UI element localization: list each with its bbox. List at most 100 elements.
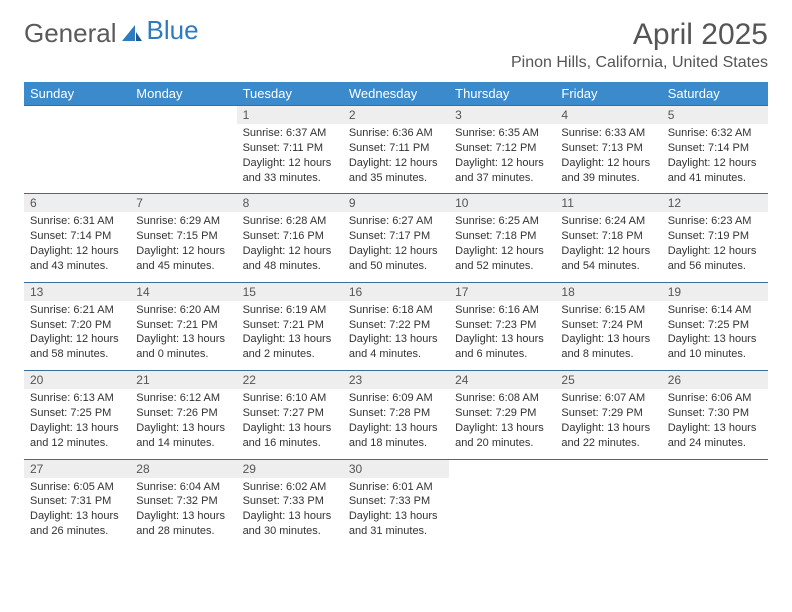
day-detail-cell: Sunrise: 6:16 AMSunset: 7:23 PMDaylight:… (449, 301, 555, 371)
day-number-row: 20212223242526 (24, 371, 768, 390)
daylight-line-2: and 28 minutes. (136, 524, 230, 539)
daylight-line-2: and 18 minutes. (349, 436, 443, 451)
day-number-cell: 10 (449, 194, 555, 213)
daylight-line-1: Daylight: 13 hours (136, 509, 230, 524)
sunset-line: Sunset: 7:33 PM (243, 494, 337, 509)
day-detail-cell: Sunrise: 6:19 AMSunset: 7:21 PMDaylight:… (237, 301, 343, 371)
daylight-line-1: Daylight: 12 hours (455, 156, 549, 171)
daylight-line-2: and 8 minutes. (561, 347, 655, 362)
brand-part2: Blue (147, 15, 199, 46)
day-detail-cell: Sunrise: 6:07 AMSunset: 7:29 PMDaylight:… (555, 389, 661, 459)
sunset-line: Sunset: 7:21 PM (243, 318, 337, 333)
daylight-line-2: and 50 minutes. (349, 259, 443, 274)
daylight-line-1: Daylight: 13 hours (561, 421, 655, 436)
day-number-cell: 13 (24, 282, 130, 301)
day-number-cell: 9 (343, 194, 449, 213)
day-number-cell: 21 (130, 371, 236, 390)
daylight-line-1: Daylight: 13 hours (136, 332, 230, 347)
sunrise-line: Sunrise: 6:06 AM (668, 391, 762, 406)
day-number-row: 12345 (24, 106, 768, 125)
day-detail-cell: Sunrise: 6:21 AMSunset: 7:20 PMDaylight:… (24, 301, 130, 371)
daylight-line-1: Daylight: 12 hours (243, 156, 337, 171)
sunrise-line: Sunrise: 6:15 AM (561, 303, 655, 318)
day-number-cell: 15 (237, 282, 343, 301)
daylight-line-1: Daylight: 12 hours (30, 244, 124, 259)
daylight-line-2: and 39 minutes. (561, 171, 655, 186)
daylight-line-1: Daylight: 12 hours (349, 244, 443, 259)
sunset-line: Sunset: 7:19 PM (668, 229, 762, 244)
daylight-line-1: Daylight: 13 hours (668, 332, 762, 347)
daylight-line-2: and 54 minutes. (561, 259, 655, 274)
weekday-header: Tuesday (237, 82, 343, 106)
weekday-header-row: SundayMondayTuesdayWednesdayThursdayFrid… (24, 82, 768, 106)
sunrise-line: Sunrise: 6:05 AM (30, 480, 124, 495)
sunset-line: Sunset: 7:30 PM (668, 406, 762, 421)
sunrise-line: Sunrise: 6:10 AM (243, 391, 337, 406)
sunset-line: Sunset: 7:28 PM (349, 406, 443, 421)
day-detail-cell: Sunrise: 6:35 AMSunset: 7:12 PMDaylight:… (449, 124, 555, 194)
location-subtitle: Pinon Hills, California, United States (511, 54, 768, 72)
sunrise-line: Sunrise: 6:08 AM (455, 391, 549, 406)
sunset-line: Sunset: 7:32 PM (136, 494, 230, 509)
day-number-cell: 12 (662, 194, 768, 213)
daylight-line-1: Daylight: 13 hours (243, 509, 337, 524)
day-number-row: 27282930 (24, 459, 768, 478)
daylight-line-2: and 31 minutes. (349, 524, 443, 539)
day-number-cell: 18 (555, 282, 661, 301)
daylight-line-2: and 6 minutes. (455, 347, 549, 362)
sunrise-line: Sunrise: 6:01 AM (349, 480, 443, 495)
day-detail-cell: Sunrise: 6:13 AMSunset: 7:25 PMDaylight:… (24, 389, 130, 459)
day-number-cell: 7 (130, 194, 236, 213)
day-detail-cell: Sunrise: 6:05 AMSunset: 7:31 PMDaylight:… (24, 478, 130, 547)
day-detail-cell: Sunrise: 6:02 AMSunset: 7:33 PMDaylight:… (237, 478, 343, 547)
daylight-line-2: and 58 minutes. (30, 347, 124, 362)
weekday-header: Wednesday (343, 82, 449, 106)
sunrise-line: Sunrise: 6:04 AM (136, 480, 230, 495)
sunrise-line: Sunrise: 6:36 AM (349, 126, 443, 141)
sunrise-line: Sunrise: 6:16 AM (455, 303, 549, 318)
page-header: General Blue April 2025 Pinon Hills, Cal… (24, 18, 768, 72)
day-number-cell: 29 (237, 459, 343, 478)
day-detail-cell (24, 124, 130, 194)
day-detail-cell: Sunrise: 6:33 AMSunset: 7:13 PMDaylight:… (555, 124, 661, 194)
daylight-line-1: Daylight: 12 hours (668, 244, 762, 259)
day-number-cell: 26 (662, 371, 768, 390)
day-number-cell: 4 (555, 106, 661, 125)
daylight-line-2: and 41 minutes. (668, 171, 762, 186)
daylight-line-1: Daylight: 13 hours (243, 421, 337, 436)
weekday-header: Friday (555, 82, 661, 106)
daylight-line-1: Daylight: 13 hours (455, 332, 549, 347)
sunset-line: Sunset: 7:14 PM (668, 141, 762, 156)
sunset-line: Sunset: 7:23 PM (455, 318, 549, 333)
weekday-header: Monday (130, 82, 236, 106)
daylight-line-2: and 20 minutes. (455, 436, 549, 451)
day-detail-cell: Sunrise: 6:10 AMSunset: 7:27 PMDaylight:… (237, 389, 343, 459)
daylight-line-1: Daylight: 13 hours (455, 421, 549, 436)
daylight-line-2: and 35 minutes. (349, 171, 443, 186)
day-details-row: Sunrise: 6:37 AMSunset: 7:11 PMDaylight:… (24, 124, 768, 194)
day-number-cell: 5 (662, 106, 768, 125)
day-number-cell: 28 (130, 459, 236, 478)
daylight-line-1: Daylight: 13 hours (30, 421, 124, 436)
daylight-line-2: and 2 minutes. (243, 347, 337, 362)
sunset-line: Sunset: 7:18 PM (455, 229, 549, 244)
day-number-cell: 3 (449, 106, 555, 125)
day-detail-cell: Sunrise: 6:01 AMSunset: 7:33 PMDaylight:… (343, 478, 449, 547)
daylight-line-2: and 37 minutes. (455, 171, 549, 186)
day-number-cell: 20 (24, 371, 130, 390)
sunrise-line: Sunrise: 6:37 AM (243, 126, 337, 141)
sunrise-line: Sunrise: 6:14 AM (668, 303, 762, 318)
day-detail-cell: Sunrise: 6:18 AMSunset: 7:22 PMDaylight:… (343, 301, 449, 371)
daylight-line-2: and 33 minutes. (243, 171, 337, 186)
sunset-line: Sunset: 7:29 PM (455, 406, 549, 421)
day-number-cell: 23 (343, 371, 449, 390)
daylight-line-2: and 43 minutes. (30, 259, 124, 274)
day-number-cell: 1 (237, 106, 343, 125)
day-detail-cell (449, 478, 555, 547)
daylight-line-2: and 30 minutes. (243, 524, 337, 539)
title-block: April 2025 Pinon Hills, California, Unit… (511, 18, 768, 72)
day-number-cell (24, 106, 130, 125)
daylight-line-2: and 52 minutes. (455, 259, 549, 274)
day-detail-cell: Sunrise: 6:37 AMSunset: 7:11 PMDaylight:… (237, 124, 343, 194)
daylight-line-1: Daylight: 13 hours (668, 421, 762, 436)
